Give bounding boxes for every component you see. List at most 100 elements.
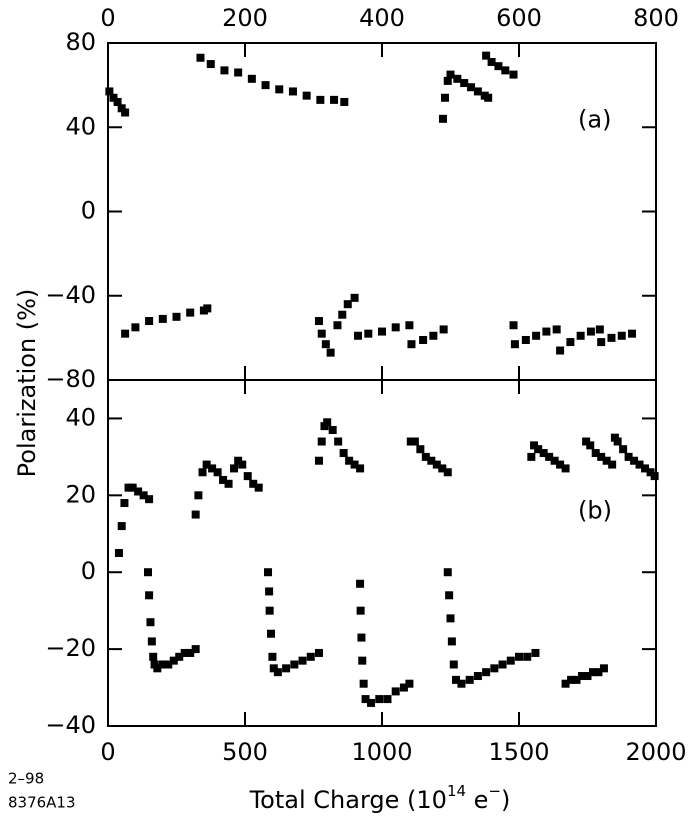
data-point [186,308,195,317]
data-point [539,449,548,458]
y-tick-label: 80 [65,28,96,56]
data-point [339,449,348,458]
data-point [213,468,222,477]
data-point [194,491,203,500]
data-point [438,114,447,123]
data-point [238,460,247,469]
data-point [249,479,258,488]
data-point [624,452,633,461]
data-point [391,323,400,332]
panel-label: (a) [578,106,611,134]
data-point [273,668,282,677]
data-point [597,452,606,461]
data-point [607,333,616,342]
data-point [333,321,342,330]
x-tick-label: 1500 [488,738,549,766]
data-point [334,437,343,446]
data-point [487,57,496,66]
data-point [224,479,233,488]
data-point [275,85,284,94]
x-tick-label: 400 [359,4,405,32]
data-point [530,441,539,450]
data-point [419,335,428,344]
data-point [446,614,455,623]
data-point [328,425,337,434]
data-point [302,91,311,100]
data-point [147,637,156,646]
x-tick-label: 800 [633,4,679,32]
data-point [641,464,650,473]
data-point [531,648,540,657]
data-point [599,664,608,673]
x-label-text: Total Charge (10 [249,786,447,814]
data-point [494,62,503,71]
y-tick-label: 0 [81,557,96,585]
data-point [282,664,291,673]
data-point [595,325,604,334]
data-point [427,456,436,465]
data-point [340,97,349,106]
data-point [484,93,493,102]
y-tick-label: −20 [45,634,96,662]
data-point [421,452,430,461]
x-label-exponent: 14 [447,782,466,800]
data-point [191,645,200,654]
data-point [602,456,611,465]
data-point [196,53,205,62]
y-tick-label: 40 [65,403,96,431]
data-point [594,668,603,677]
data-point [556,346,565,355]
y-tick-label: 40 [65,112,96,140]
data-point [410,437,419,446]
x-tick-label: 2000 [625,738,686,766]
data-point [264,568,273,577]
data-point [265,606,274,615]
data-point [361,695,370,704]
data-point [552,325,561,334]
data-point [153,664,162,673]
y-tick-label: −80 [45,365,96,393]
data-point [556,460,565,469]
data-point [449,660,458,669]
data-point [650,472,659,481]
data-point [247,74,256,83]
data-point [523,652,532,661]
data-point [416,445,425,454]
data-point [180,648,189,657]
data-point [146,618,155,627]
data-point [567,675,576,684]
data-point [144,568,153,577]
corner-note: 8376A13 [8,794,76,812]
data-point [375,695,384,704]
data-point [267,629,276,638]
data-point [506,656,515,665]
y-tick-label: −40 [45,711,96,739]
data-point [457,679,466,688]
x-tick-label: 600 [496,4,542,32]
data-point [572,675,581,684]
data-point [113,97,122,106]
data-point [164,660,173,669]
data-point [357,633,366,642]
data-point [545,452,554,461]
x-tick-label: 1000 [351,738,412,766]
data-point [317,437,326,446]
data-point [447,637,456,646]
data-point [356,579,365,588]
data-point [588,668,597,677]
data-point [550,456,559,465]
data-point [354,331,363,340]
data-point [576,331,585,340]
x-axis-label: Total Charge (1014 e−) [249,782,511,815]
data-point [473,672,482,681]
data-point [343,300,352,309]
data-point [635,460,644,469]
data-point [105,87,114,96]
data-point [617,331,626,340]
data-point [169,656,178,665]
data-point [399,683,408,692]
data-point [465,675,474,684]
data-point [326,348,335,357]
data-point [498,660,507,669]
data-point [321,340,330,349]
